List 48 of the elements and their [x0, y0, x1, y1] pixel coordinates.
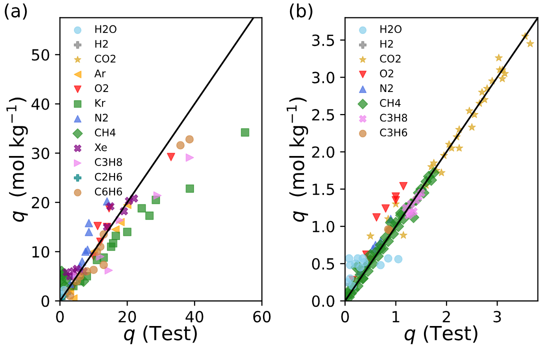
legend-label: O2 [94, 84, 108, 92]
x-tick-label: 20 [118, 310, 136, 322]
x-tick-label: 1 [392, 311, 400, 322]
legend-label: Ar [94, 70, 106, 78]
legend-label: H2O [95, 25, 116, 34]
x-tick-label: 0 [341, 310, 349, 322]
y-tick-label: 30 [32, 148, 50, 160]
legend-label: C2H6 [94, 172, 122, 181]
legend-label: Xe [94, 143, 107, 152]
y-tick-label: 40 [32, 98, 50, 110]
y-tick-label: 50 [32, 49, 50, 61]
legend-label: H2 [380, 40, 393, 48]
x-tick-label: 60 [253, 310, 271, 322]
y-tick-label: 10 [32, 246, 50, 258]
y-tick-label: 2.5 [312, 109, 334, 121]
x-tick-label: 2 [442, 310, 450, 322]
legend-label: Kr [95, 99, 106, 107]
x-tick-label: 40 [186, 310, 204, 322]
y-axis-title: q (mol kg$^{−1}$) [6, 98, 28, 222]
legend-label: C3H8 [94, 158, 122, 166]
legend-label: C3H8 [380, 114, 408, 122]
x-axis-title: q (Test) [124, 325, 197, 344]
legend-label: N2 [380, 84, 393, 92]
y-tick-label: 2.0 [312, 146, 334, 158]
legend-label: CO2 [94, 54, 116, 63]
chart-title: (a) [4, 4, 27, 20]
legend-label: O2 [380, 69, 394, 78]
legend-label: H2O [380, 25, 402, 34]
y-tick-label: 0.5 [312, 258, 334, 270]
x-tick-label: 3 [494, 310, 501, 322]
legend-label: N2 [95, 114, 108, 122]
legend-label: CH4 [380, 99, 401, 107]
y-tick-label: 1.5 [312, 184, 334, 196]
y-tick-label: 0 [42, 295, 50, 307]
y-tick-label: 0.0 [312, 295, 334, 307]
y-axis-title: q (mol kg$^{−1}$) [286, 98, 308, 222]
legend-label: CH4 [94, 128, 116, 136]
x-tick-label: 0 [56, 310, 64, 322]
legend-label: CO2 [380, 54, 400, 63]
y-tick-label: 20 [32, 196, 50, 208]
y-tick-label: 1.0 [312, 220, 334, 232]
legend-label: C3H6 [380, 128, 408, 136]
y-tick-label: 3.5 [312, 34, 334, 46]
x-axis-title: q (Test) [404, 325, 478, 344]
legend-label: H2 [95, 40, 108, 48]
legend-label: C6H6 [94, 188, 122, 196]
y-tick-label: 3.0 [312, 72, 334, 84]
chart-title: (b) [290, 4, 312, 20]
